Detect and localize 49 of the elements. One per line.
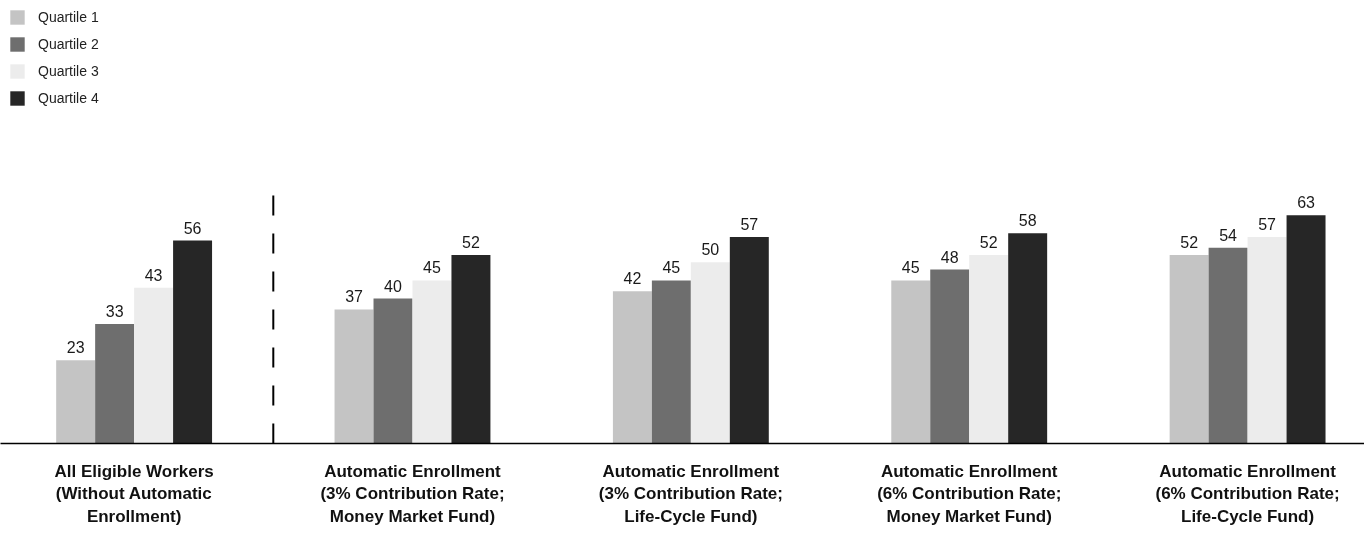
- bar: [1169, 255, 1209, 444]
- bar: [969, 255, 1009, 444]
- legend-label: Quartile 2: [38, 35, 99, 53]
- data-label: 23: [66, 339, 85, 357]
- bar: [1008, 233, 1048, 444]
- bar: [173, 240, 213, 444]
- x-tick-label: All Eligible Workers (Without Automatic Enrollment): [54, 461, 214, 527]
- legend-label: Quartile 4: [38, 89, 99, 107]
- bar: [612, 291, 652, 444]
- bar: [134, 287, 174, 444]
- bar: [891, 280, 931, 444]
- data-label: 52: [979, 234, 998, 252]
- data-label: 43: [144, 266, 163, 284]
- bar: [1286, 215, 1326, 444]
- legend-label: Quartile 1: [38, 8, 99, 26]
- x-tick-label: Automatic Enrollment (3% Contribution Rate; Life-Cycle Fund): [598, 461, 783, 527]
- bar: [334, 309, 374, 444]
- data-label: 52: [462, 234, 480, 252]
- data-label: 58: [1018, 212, 1037, 230]
- bar: [1247, 236, 1287, 444]
- x-tick-label: Automatic Enrollment (6% Contribution Rate; Life-Cycle Fund): [1155, 461, 1340, 527]
- bar: [95, 323, 135, 444]
- data-label: 37: [345, 288, 364, 306]
- bar: [930, 269, 970, 444]
- data-label: 45: [901, 259, 920, 277]
- data-label: 57: [740, 215, 759, 233]
- data-label: 45: [423, 259, 441, 277]
- data-label: 33: [105, 302, 124, 320]
- bar: [1208, 247, 1248, 444]
- data-label: 50: [701, 241, 720, 259]
- legend-label: Quartile 3: [38, 62, 99, 80]
- x-tick-label: Automatic Enrollment (6% Contribution Rate; Money Market Fund): [877, 461, 1062, 527]
- data-label: 48: [940, 248, 959, 266]
- bar: [373, 298, 413, 444]
- data-label: 56: [183, 219, 202, 237]
- bar: [651, 280, 691, 444]
- data-label: 42: [623, 270, 642, 288]
- data-label: 57: [1258, 215, 1277, 233]
- data-label: 63: [1297, 194, 1316, 212]
- data-label: 45: [662, 259, 681, 277]
- data-label: 40: [384, 277, 402, 295]
- x-tick-label: Automatic Enrollment (3% Contribution Rate; Money Market Fund): [320, 461, 505, 527]
- data-label: 54: [1219, 226, 1238, 244]
- bar: [451, 255, 491, 444]
- bar: [56, 360, 96, 444]
- bar: [729, 236, 769, 444]
- data-label: 52: [1180, 234, 1199, 252]
- bar: [690, 262, 730, 444]
- bar: [412, 280, 452, 444]
